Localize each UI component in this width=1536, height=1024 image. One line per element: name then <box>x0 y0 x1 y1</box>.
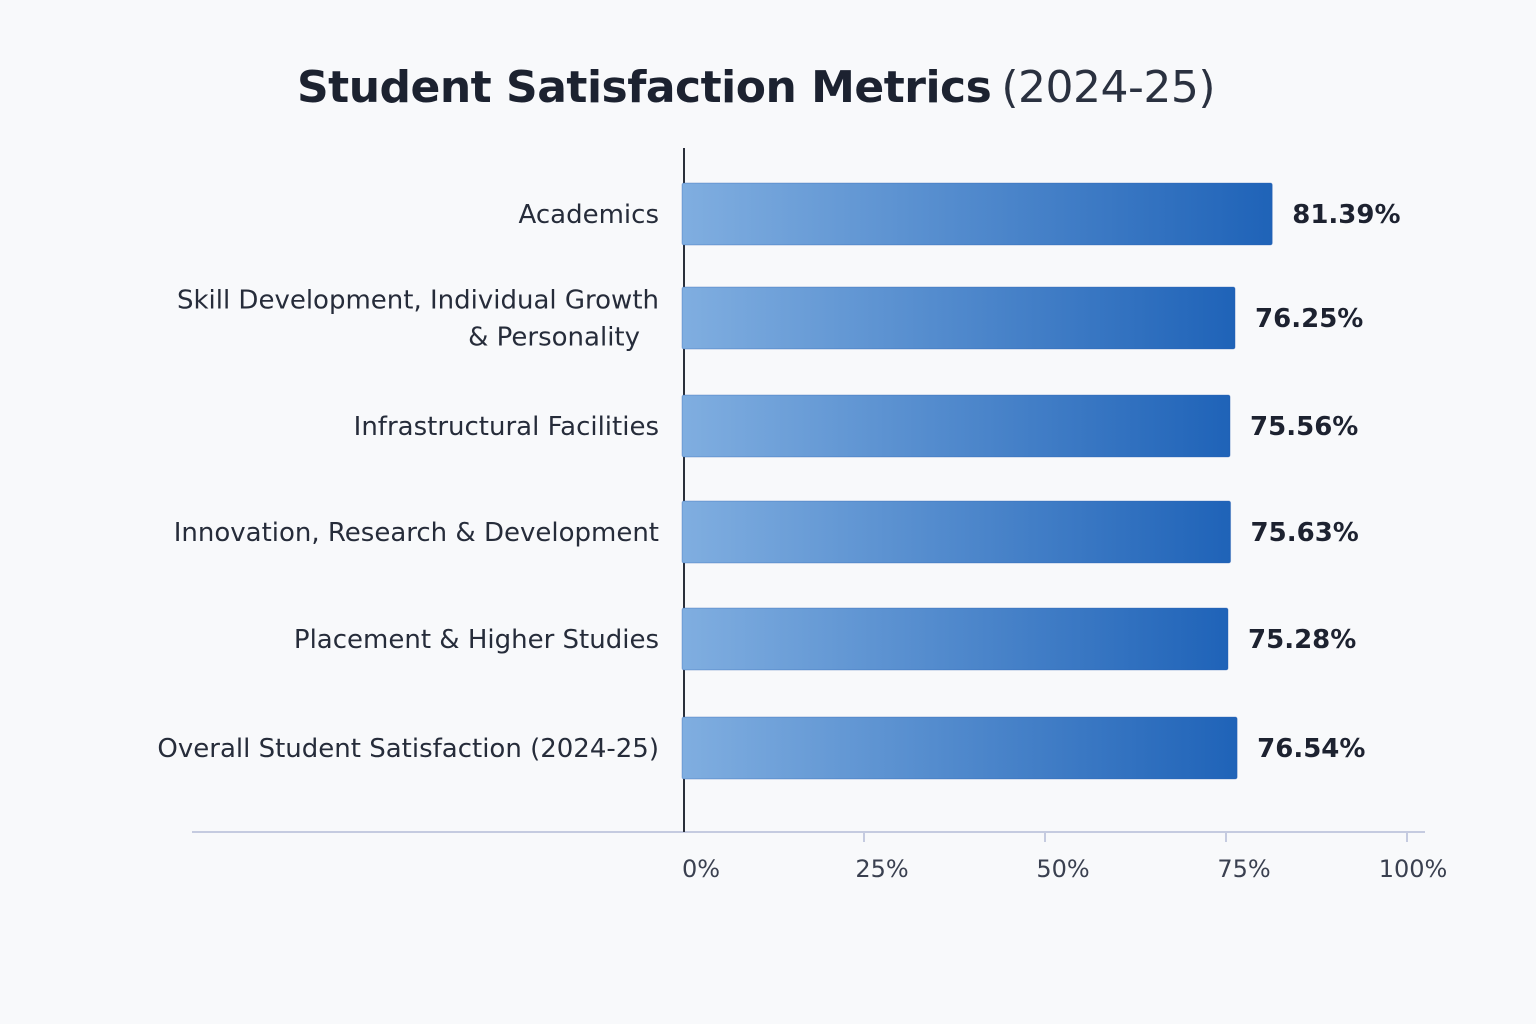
bar <box>681 394 1231 458</box>
bar <box>681 286 1236 350</box>
bar <box>681 182 1273 246</box>
category-label-line: Infrastructural Facilities <box>354 412 659 442</box>
category-label-line: Skill Development, Individual Growth <box>177 286 659 316</box>
chart-title: Student Satisfaction Metrics (2024-25) <box>0 62 1512 113</box>
value-label: 75.28% <box>1248 625 1356 655</box>
category-label: Academics <box>519 200 659 230</box>
category-label: Innovation, Research & Development <box>174 518 659 548</box>
bar <box>681 500 1232 564</box>
bar <box>681 607 1229 671</box>
x-tick-label: 75% <box>1217 855 1270 883</box>
value-label: 76.54% <box>1257 734 1365 764</box>
category-label-line: Academics <box>519 200 659 230</box>
x-tick-label: 0% <box>682 855 720 883</box>
bar <box>681 716 1238 780</box>
category-label-line: Placement & Higher Studies <box>294 625 659 655</box>
value-label: 75.63% <box>1251 518 1359 548</box>
category-label-line: Innovation, Research & Development <box>174 518 659 548</box>
category-label-line: & Personality <box>468 323 640 353</box>
chart-title-main: Student Satisfaction Metrics <box>296 62 992 113</box>
category-label: Placement & Higher Studies <box>294 625 659 655</box>
value-label: 76.25% <box>1255 304 1363 334</box>
chart-title-sub: (2024-25) <box>1001 62 1216 113</box>
value-label: 81.39% <box>1292 200 1400 230</box>
category-label-line: Overall Student Satisfaction (2024-25) <box>157 734 659 764</box>
x-tick-label: 50% <box>1036 855 1089 883</box>
category-label: Infrastructural Facilities <box>354 412 659 442</box>
x-tick-label: 25% <box>855 855 908 883</box>
category-label: Overall Student Satisfaction (2024-25) <box>157 734 659 764</box>
category-label: Skill Development, Individual Growth & Pe… <box>177 286 659 353</box>
value-label: 75.56% <box>1250 412 1358 442</box>
x-tick-label: 100% <box>1379 855 1448 883</box>
